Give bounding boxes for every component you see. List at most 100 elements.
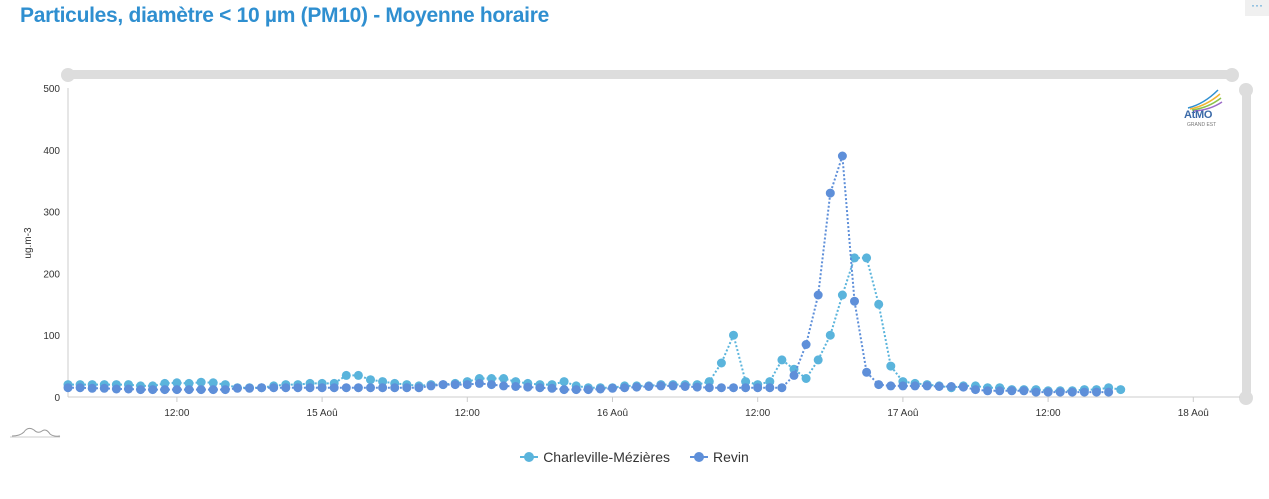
data-point[interactable] — [378, 383, 388, 393]
data-point[interactable] — [87, 383, 97, 393]
data-point[interactable] — [111, 384, 121, 394]
data-point[interactable] — [245, 383, 254, 393]
data-point[interactable] — [886, 361, 896, 371]
data-point[interactable] — [886, 381, 896, 391]
data-point[interactable] — [136, 385, 146, 395]
data-point[interactable] — [583, 385, 593, 395]
data-point[interactable] — [438, 380, 448, 390]
data-point[interactable] — [1092, 387, 1101, 397]
data-point[interactable] — [1079, 387, 1089, 397]
data-point[interactable] — [813, 355, 823, 365]
data-point[interactable] — [523, 382, 533, 392]
data-point[interactable] — [487, 380, 496, 390]
data-point[interactable] — [789, 370, 799, 380]
data-point[interactable] — [281, 383, 291, 393]
data-point[interactable] — [1055, 387, 1065, 397]
range-handle-left[interactable] — [61, 68, 75, 82]
data-point[interactable] — [499, 374, 509, 383]
data-point[interactable] — [75, 383, 85, 393]
data-point[interactable] — [862, 367, 872, 377]
data-point[interactable] — [704, 383, 714, 393]
range-selector-top[interactable] — [68, 70, 1232, 79]
data-point[interactable] — [777, 355, 787, 365]
data-point[interactable] — [837, 290, 847, 300]
data-point[interactable] — [329, 383, 339, 393]
data-point[interactable] — [535, 383, 545, 393]
legend-item-1[interactable]: Revin — [690, 449, 749, 465]
data-point[interactable] — [1067, 387, 1077, 397]
data-point[interactable] — [1019, 386, 1029, 396]
data-point[interactable] — [196, 385, 206, 395]
data-point[interactable] — [741, 383, 751, 393]
data-point[interactable] — [99, 383, 109, 393]
chart-menu-button[interactable]: ··· — [1245, 0, 1269, 16]
data-point[interactable] — [874, 299, 884, 309]
data-point[interactable] — [124, 384, 133, 394]
legend-item-0[interactable]: Charleville-Mézières — [520, 449, 670, 465]
data-point[interactable] — [644, 382, 654, 391]
data-point[interactable] — [148, 385, 158, 395]
data-point[interactable] — [801, 374, 811, 383]
data-point[interactable] — [341, 370, 351, 380]
data-point[interactable] — [160, 378, 170, 388]
data-point[interactable] — [1043, 387, 1053, 397]
data-point[interactable] — [184, 378, 194, 388]
data-point[interactable] — [608, 383, 617, 393]
data-point[interactable] — [172, 378, 182, 388]
data-point[interactable] — [232, 383, 242, 393]
data-point[interactable] — [317, 383, 327, 393]
data-point[interactable] — [402, 383, 412, 393]
data-point[interactable] — [196, 377, 206, 387]
data-point[interactable] — [729, 330, 738, 340]
data-point[interactable] — [208, 385, 218, 395]
data-point[interactable] — [220, 385, 230, 395]
data-point[interactable] — [547, 383, 557, 393]
data-point[interactable] — [729, 383, 738, 393]
data-point[interactable] — [426, 381, 436, 391]
data-point[interactable] — [293, 383, 303, 393]
data-point[interactable] — [983, 386, 993, 396]
data-point[interactable] — [474, 378, 484, 388]
data-point[interactable] — [160, 385, 170, 395]
data-point[interactable] — [716, 358, 726, 368]
navigator-thumbnail-icon[interactable] — [10, 424, 62, 440]
data-point[interactable] — [680, 382, 690, 391]
data-point[interactable] — [656, 381, 666, 391]
data-point[interactable] — [898, 381, 908, 391]
data-point[interactable] — [850, 253, 859, 263]
data-point[interactable] — [632, 382, 642, 392]
data-point[interactable] — [1104, 387, 1114, 397]
data-point[interactable] — [971, 385, 980, 395]
data-point[interactable] — [353, 383, 363, 393]
data-point[interactable] — [801, 340, 811, 349]
data-point[interactable] — [716, 383, 726, 393]
data-point[interactable] — [946, 382, 956, 391]
data-point[interactable] — [450, 380, 460, 390]
data-point[interactable] — [668, 381, 678, 391]
data-point[interactable] — [571, 385, 581, 395]
data-point[interactable] — [390, 383, 400, 393]
data-point[interactable] — [813, 290, 823, 300]
data-point[interactable] — [862, 253, 872, 263]
data-point[interactable] — [934, 382, 944, 391]
data-point[interactable] — [208, 378, 218, 388]
data-point[interactable] — [620, 383, 630, 393]
data-point[interactable] — [341, 383, 351, 393]
data-point[interactable] — [559, 377, 569, 387]
data-point[interactable] — [825, 330, 835, 340]
data-point[interactable] — [1116, 385, 1126, 395]
data-point[interactable] — [305, 383, 315, 393]
data-point[interactable] — [462, 380, 472, 390]
data-point[interactable] — [850, 296, 859, 306]
data-point[interactable] — [499, 381, 509, 391]
range-handle-top[interactable] — [1239, 83, 1253, 97]
data-point[interactable] — [765, 383, 775, 393]
range-handle-bottom[interactable] — [1239, 391, 1253, 405]
range-selector-right[interactable] — [1242, 90, 1251, 396]
data-point[interactable] — [910, 381, 920, 391]
data-point[interactable] — [1007, 386, 1017, 396]
data-point[interactable] — [825, 188, 835, 198]
data-point[interactable] — [414, 383, 424, 393]
data-point[interactable] — [753, 383, 763, 393]
data-point[interactable] — [511, 382, 521, 391]
